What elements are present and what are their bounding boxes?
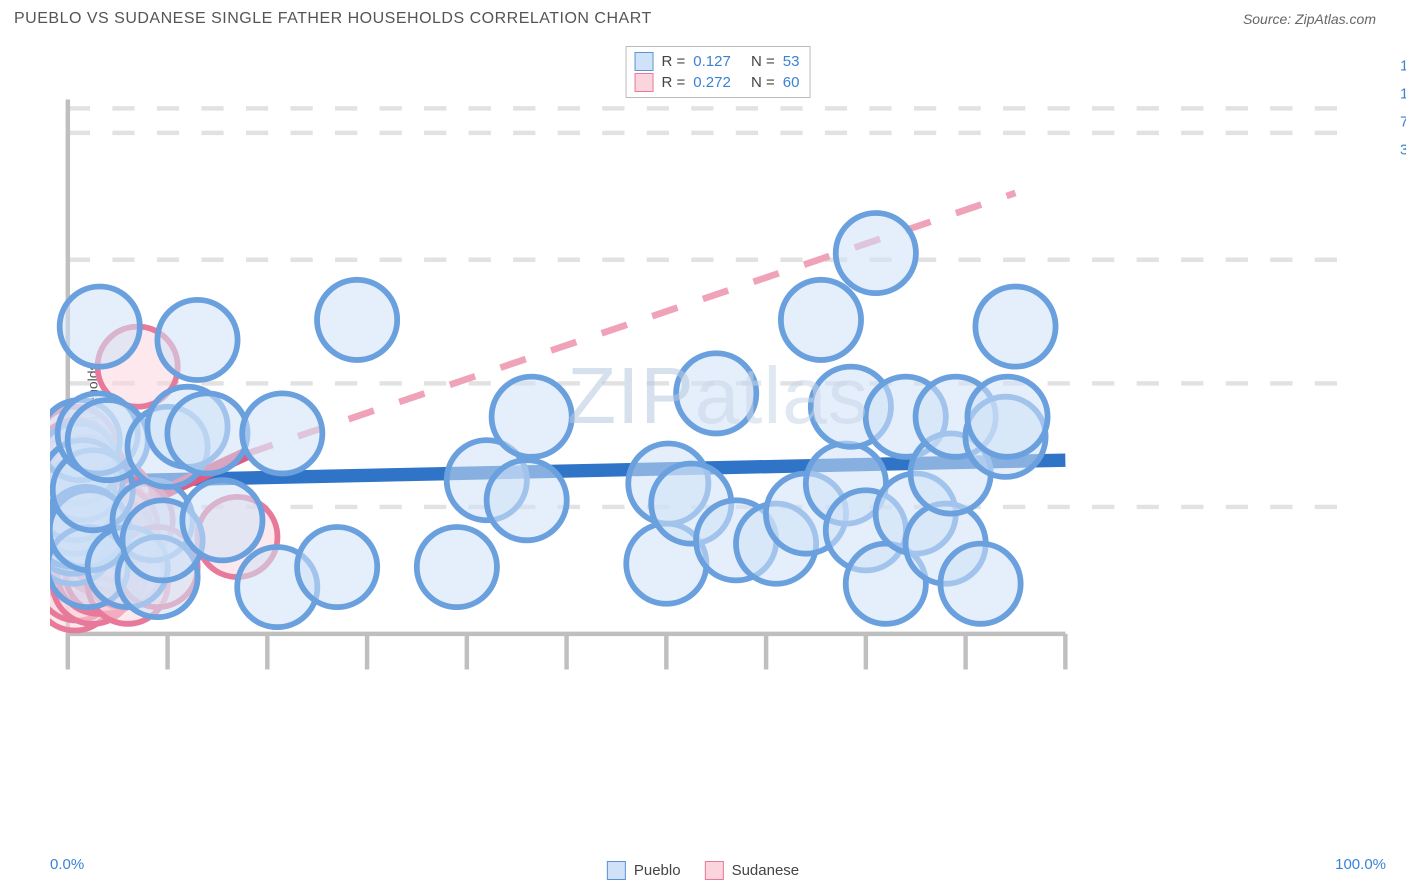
source-value: ZipAtlas.com	[1295, 11, 1376, 27]
y-tick-label: 11.2%	[1390, 86, 1406, 103]
swatch-icon	[607, 861, 626, 880]
series-legend: Pueblo Sudanese	[607, 861, 799, 880]
r-label: R =	[662, 74, 686, 91]
n-label: N =	[751, 53, 775, 70]
legend-label: Sudanese	[732, 862, 800, 879]
correlation-legend: R = 0.127 N = 53 R = 0.272 N = 60	[626, 46, 811, 98]
legend-row-sudanese: R = 0.272 N = 60	[635, 72, 800, 93]
legend-item-pueblo: Pueblo	[607, 861, 681, 880]
legend-row-pueblo: R = 0.127 N = 53	[635, 51, 800, 72]
source-label: Source:	[1243, 11, 1291, 27]
chart-title: PUEBLO VS SUDANESE SINGLE FATHER HOUSEHO…	[14, 10, 652, 28]
chart-area: Single Father Households ZIPatlas R = 0.…	[50, 46, 1386, 842]
swatch-icon	[705, 861, 724, 880]
chart-header: PUEBLO VS SUDANESE SINGLE FATHER HOUSEHO…	[0, 0, 1406, 34]
source-attribution: Source: ZipAtlas.com	[1243, 11, 1376, 27]
r-value: 0.127	[693, 53, 731, 70]
y-tick-label: 3.8%	[1390, 141, 1406, 158]
x-max-label: 100.0%	[1335, 856, 1386, 873]
n-value: 60	[783, 74, 800, 91]
legend-label: Pueblo	[634, 862, 681, 879]
swatch-icon	[635, 52, 654, 71]
scatter-plot	[50, 46, 1386, 714]
swatch-icon	[635, 73, 654, 92]
y-tick-label: 15.0%	[1390, 57, 1406, 74]
r-label: R =	[662, 53, 686, 70]
legend-item-sudanese: Sudanese	[705, 861, 800, 880]
x-min-label: 0.0%	[50, 856, 84, 873]
y-tick-label: 7.5%	[1390, 113, 1406, 130]
n-value: 53	[783, 53, 800, 70]
r-value: 0.272	[693, 74, 731, 91]
n-label: N =	[751, 74, 775, 91]
